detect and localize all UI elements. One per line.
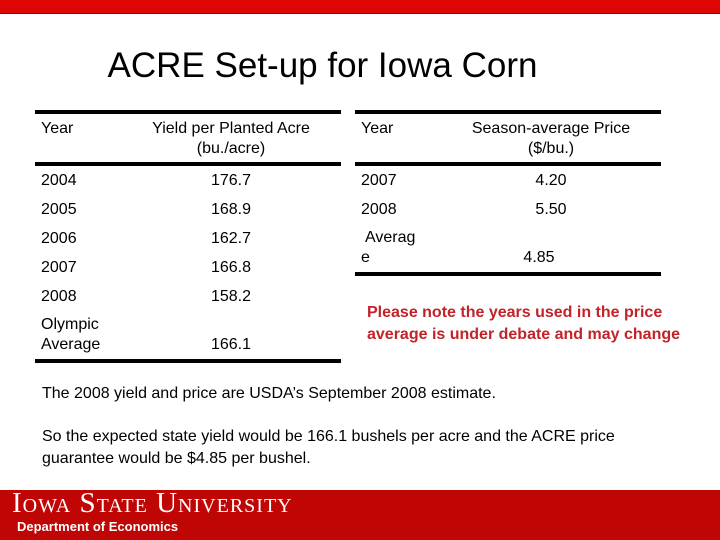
table-row: 2005 168.9 [35,195,341,224]
slide-title: ACRE Set-up for Iowa Corn [107,46,538,85]
department-label: Department of Economics [17,519,179,534]
yield-table-header: Year Yield per Planted Acre (bu./acre) [35,114,341,162]
value-cell: 4.85 [523,249,555,266]
price-value-header: Season-average Price ($/bu.) [441,119,661,159]
table-row: 2008 5.50 [355,195,661,224]
year-cell: 2005 [41,201,77,218]
table-row: 2008 158.2 [35,282,341,311]
table-row: 2006 162.7 [35,224,341,253]
table-top-border [35,110,341,114]
price-table: Year Season-average Price ($/bu.) 2007 4… [355,110,661,276]
year-cell: 2007 [361,172,397,189]
year-cell: Olympic Average [41,316,101,353]
table-header-separator [35,162,341,166]
footer-bar: Iowa State University Department of Econ… [0,487,720,540]
value-cell: 158.2 [210,288,252,305]
value-cell: 166.1 [210,336,252,353]
body-paragraph-1: The 2008 yield and price are USDA’s Sept… [42,385,496,402]
top-accent-bar [0,0,720,14]
body-paragraph-2: So the expected state yield would be 166… [42,428,615,467]
yield-value-header-line1: Yield per Planted Acre [152,120,310,137]
value-cell: 4.20 [535,172,567,189]
value-cell: 166.8 [210,259,252,276]
year-cell: 2008 [361,201,397,218]
price-note-text: Please note the years used in the price … [367,304,681,343]
table-header-separator [355,162,661,166]
price-table-header: Year Season-average Price ($/bu.) [355,114,661,162]
table-bottom-border [35,359,341,363]
year-cell: 2007 [41,259,77,276]
table-row: 2007 4.20 [355,166,661,195]
table-row: Olympic Average 166.1 [35,311,341,359]
value-cell: 168.9 [210,201,252,218]
yield-table: Year Yield per Planted Acre (bu./acre) 2… [35,110,341,363]
value-cell: 176.7 [210,172,252,189]
table-row: Average 4.85 [355,224,661,272]
yield-value-header: Yield per Planted Acre (bu./acre) [121,119,341,159]
price-value-header-line2: ($/bu.) [527,140,575,157]
price-value-header-line1: Season-average Price [471,120,631,137]
year-cell: 2004 [41,172,77,189]
value-cell: 162.7 [210,230,252,247]
table-bottom-border [355,272,661,276]
year-cell: Average [361,229,416,266]
year-cell: 2006 [41,230,77,247]
table-row: 2007 166.8 [35,253,341,282]
yield-value-header-line2: (bu./acre) [196,140,266,157]
table-top-border [355,110,661,114]
university-wordmark: Iowa State University [12,487,293,519]
yield-year-header: Year [41,120,74,137]
year-cell: 2008 [41,288,77,305]
price-year-header: Year [361,120,394,137]
table-row: 2004 176.7 [35,166,341,195]
value-cell: 5.50 [535,201,567,218]
body-text: The 2008 yield and price are USDA’s Sept… [42,383,660,491]
